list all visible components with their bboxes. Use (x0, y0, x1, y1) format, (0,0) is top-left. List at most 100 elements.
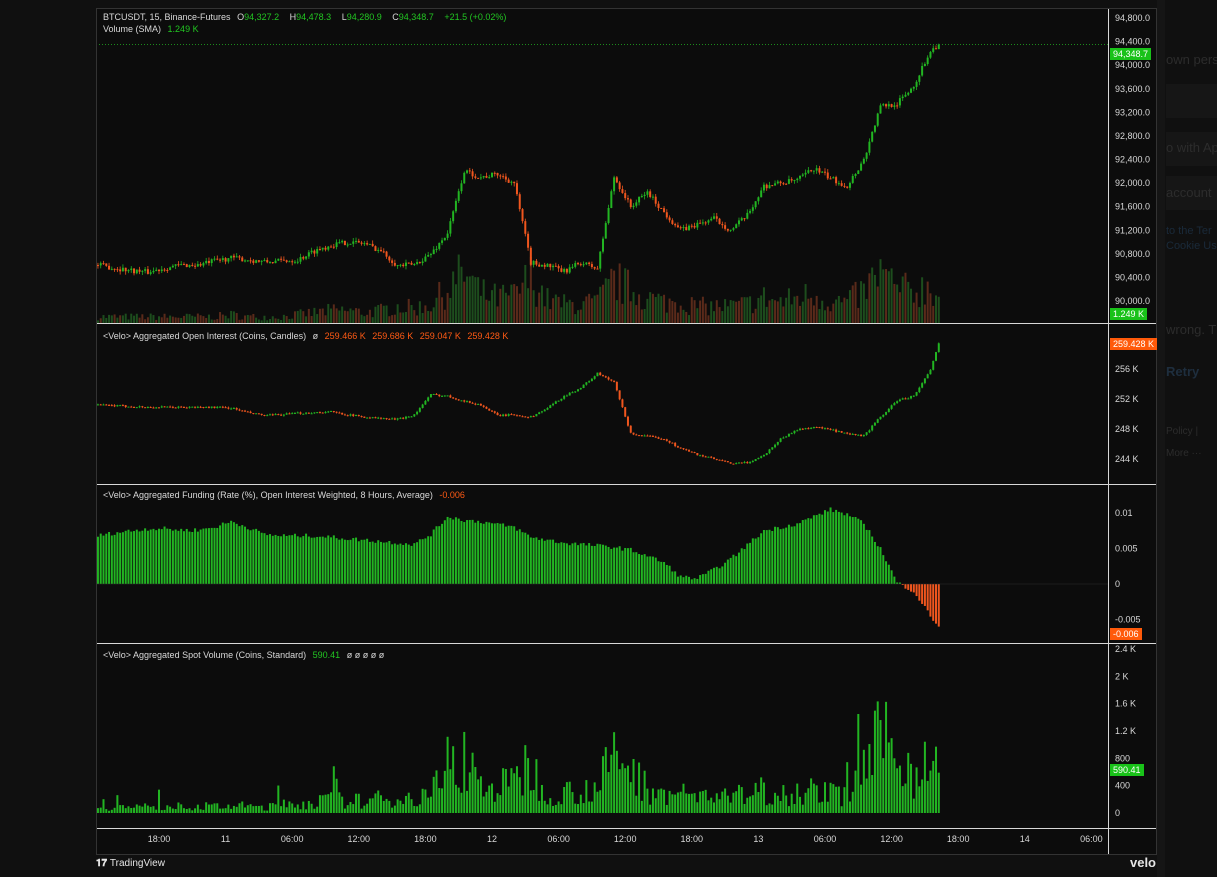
x-tick-label: 12:00 (614, 834, 637, 844)
candle (299, 412, 302, 414)
candle (199, 406, 202, 408)
volume-bar (579, 309, 582, 323)
funding-bar (374, 542, 377, 584)
candle (937, 44, 940, 50)
candle (285, 260, 288, 262)
spot-value: 590.41 (312, 650, 341, 660)
candle (640, 195, 643, 197)
candle (518, 415, 521, 417)
candle (266, 415, 269, 417)
spot-volume-bar (799, 796, 802, 813)
candle (418, 262, 421, 264)
funding-bar (477, 520, 480, 584)
spot-volume-bar (241, 801, 244, 813)
volume-bar (812, 305, 815, 323)
funding-bar (180, 528, 183, 584)
candle (682, 227, 685, 229)
funding-bar (496, 523, 499, 584)
volume-bar (665, 312, 668, 323)
volume-bar (682, 309, 685, 323)
funding-bar (105, 533, 108, 584)
candle (887, 104, 890, 107)
funding-bar (862, 523, 865, 584)
candle (238, 256, 241, 258)
spot-volume-bar (699, 791, 702, 813)
volume-bar (513, 284, 516, 323)
spot-volume-bar (923, 741, 926, 813)
background-dialog-text: o with Ap (1166, 140, 1217, 155)
funding-bar (429, 536, 432, 584)
funding-bar (210, 527, 213, 584)
spot-volume-bar (546, 804, 549, 813)
funding-bar (252, 529, 255, 584)
spot-volume-bar (737, 784, 740, 813)
spot-volume-bar (554, 804, 557, 813)
candle (865, 432, 868, 435)
spot-volume-bar (543, 800, 546, 813)
spot-volume-bar (901, 786, 904, 813)
volume-bar (199, 315, 202, 323)
funding-bar (926, 584, 929, 611)
volume-bar (865, 298, 868, 323)
candle (152, 407, 155, 409)
funding-bar (654, 557, 657, 584)
spot-volume-bar (96, 808, 99, 813)
candle (771, 447, 774, 450)
candle (518, 194, 521, 210)
funding-bar (868, 530, 871, 584)
volume-bar (704, 303, 707, 323)
candle (421, 404, 424, 409)
spot-volume-bar (288, 801, 291, 813)
spot-volume-bar (590, 801, 593, 813)
candle (807, 170, 810, 173)
funding-bar (396, 544, 399, 584)
volume-bar (896, 284, 899, 323)
candle (826, 428, 829, 430)
candle (757, 457, 760, 460)
spot-volume-bar (532, 789, 535, 813)
candle (571, 392, 574, 394)
volume-bar (571, 302, 574, 323)
candle (116, 269, 119, 271)
candle (799, 428, 802, 431)
candle (349, 414, 352, 416)
candle (177, 406, 180, 408)
spot-volume-bar (149, 806, 152, 813)
candle (843, 432, 846, 434)
funding-bar (213, 527, 216, 584)
candle (843, 185, 846, 187)
volume-bar (460, 266, 463, 323)
funding-bar (166, 528, 169, 584)
volume-bar (921, 277, 924, 323)
funding-bar (388, 540, 391, 584)
spot-volume-bar (643, 770, 646, 813)
funding-bar (338, 539, 341, 584)
candle (485, 176, 488, 178)
volume-bar (169, 315, 172, 323)
candle (119, 269, 122, 272)
volume-bar (935, 295, 937, 323)
volume-bar (835, 299, 838, 323)
spot-volume-bar (280, 806, 283, 813)
spot-volume-bar (310, 803, 313, 813)
volume-bar (846, 299, 849, 323)
candle (252, 413, 255, 415)
velo-logo[interactable]: velo (1129, 855, 1156, 870)
candle (604, 223, 607, 239)
candle (385, 251, 388, 257)
volume-bar (202, 316, 205, 323)
candle (613, 177, 616, 192)
volume-bar (341, 306, 344, 323)
funding-bar (629, 547, 632, 584)
tradingview-logo[interactable]: 𝟏𝟕 TradingView (96, 858, 165, 869)
candle (890, 405, 893, 409)
candle (848, 433, 851, 435)
volume-bar (327, 303, 330, 323)
candle (310, 413, 313, 415)
candle (443, 395, 446, 397)
candle (529, 416, 532, 418)
candle (169, 267, 172, 271)
volume-bar (230, 310, 233, 323)
close-label: C (392, 12, 399, 22)
